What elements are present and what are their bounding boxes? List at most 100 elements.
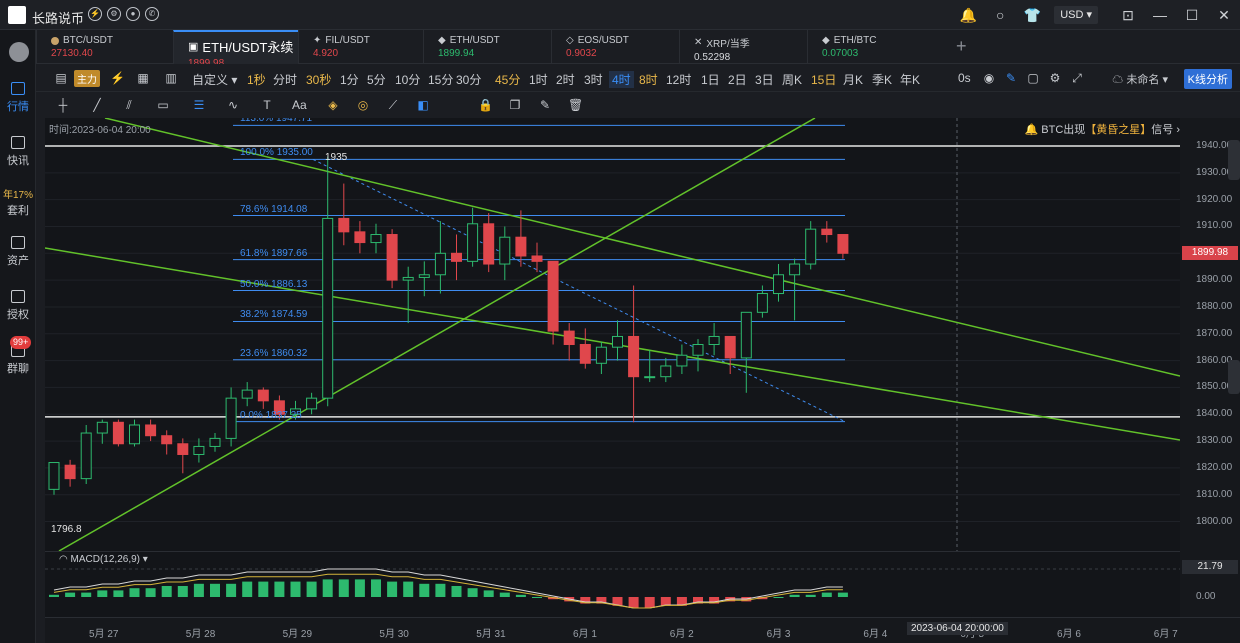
lock-draw-icon[interactable]: ◎: [357, 98, 369, 112]
user-circle-icon[interactable]: ●: [126, 7, 140, 21]
timeframe-button[interactable]: 周K: [782, 73, 803, 87]
layout-icon[interactable]: ▥: [165, 71, 177, 85]
macd-histogram-bar: [354, 579, 365, 597]
tab-eth-usdt-perp[interactable]: ▣ETH/USDT永续 1899.98: [173, 30, 298, 69]
sidebar-item-assets[interactable]: 资产: [0, 236, 36, 268]
candle-body: [290, 408, 301, 415]
time-axis[interactable]: 5月 27 5月 28 5月 29 5月 30 5月 31 6月 1 6月 2 6月 3 6月 …: [45, 617, 1240, 643]
timeframe-button[interactable]: 30秒: [306, 73, 332, 87]
pencil-icon[interactable]: ✎: [1005, 71, 1017, 85]
trendline-icon[interactable]: ╱: [93, 98, 101, 112]
timeframe-button[interactable]: 15日: [811, 73, 837, 87]
timeframe-button[interactable]: 年K: [900, 73, 921, 87]
custom-timeframe-select[interactable]: 自定义 ▾: [192, 73, 238, 87]
tab-xrp-quarter[interactable]: ✕ XRP/当季 0.52298: [679, 30, 804, 64]
font-icon[interactable]: Aa: [292, 98, 307, 112]
timeframe-button[interactable]: 8时: [639, 73, 658, 87]
tab-fil-usdt[interactable]: ✦ FIL/USDT 4.920: [298, 30, 423, 64]
timeframe-button[interactable]: 月K: [843, 73, 864, 87]
timeframe-button[interactable]: 3日: [755, 73, 774, 87]
timeframe-button[interactable]: 2时: [556, 73, 575, 87]
rectangle-icon[interactable]: ▭: [157, 98, 169, 112]
signal-notice[interactable]: 🔔 BTC出现【黄昏之星】信号 ›: [1025, 121, 1181, 137]
settings-circle-icon[interactable]: ⚙: [107, 7, 121, 21]
sidebar-item-chat[interactable]: 99+ 群聊: [0, 336, 36, 376]
tab-eth-usdt[interactable]: ◆ ETH/USDT 1899.94: [423, 30, 548, 64]
currency-select[interactable]: USD ▾: [1054, 6, 1098, 24]
timeframe-button[interactable]: 45分: [495, 73, 521, 87]
sidebar-item-auth[interactable]: 授权: [0, 290, 36, 322]
wave-icon[interactable]: ∿: [227, 98, 239, 112]
macd-label[interactable]: ◠ MACD(12,26,9) ▾: [59, 554, 148, 565]
draw-mode-icon[interactable]: ◧: [417, 98, 429, 112]
settings-icon[interactable]: ⚙: [1049, 71, 1061, 85]
horizontal-lines-icon[interactable]: ☰: [193, 98, 205, 112]
sidebar-item-market[interactable]: 行情: [0, 82, 36, 114]
ruler-icon[interactable]: ⟋: [388, 98, 398, 112]
crosshair-icon[interactable]: ┼: [58, 98, 68, 112]
candle-body: [579, 344, 591, 364]
timeframe-button[interactable]: 季K: [872, 73, 893, 87]
timeframe-button[interactable]: 1分: [340, 73, 359, 87]
macd-histogram-bar: [258, 581, 269, 597]
price-tick-label: 1920.00: [1196, 193, 1233, 205]
eth-coin-icon: ▣: [188, 41, 199, 53]
timeframe-button[interactable]: 10分: [395, 73, 421, 87]
search-icon[interactable]: ○: [995, 7, 1005, 23]
sidebar-logo: [9, 42, 29, 62]
timeframe-button[interactable]: 1秒: [247, 73, 266, 87]
phone-icon[interactable]: ✆: [145, 7, 159, 21]
close-icon[interactable]: ✕: [1218, 6, 1230, 23]
indicator-icon[interactable]: ▤: [55, 71, 67, 85]
candle-body: [499, 236, 511, 265]
parallel-channel-icon[interactable]: ⫽: [126, 98, 132, 112]
timeframe-button[interactable]: 2日: [728, 73, 747, 87]
layout-name-select[interactable]: ☁ 未命名 ▾: [1112, 74, 1168, 86]
candle-body: [837, 234, 849, 254]
sidebar-item-news[interactable]: 快讯: [0, 136, 36, 168]
sidebar-item-arbitrage[interactable]: 年17% 套利: [0, 186, 36, 221]
scroll-handle[interactable]: [1228, 360, 1240, 394]
camera-icon[interactable]: ◉: [983, 71, 995, 85]
timeframe-button[interactable]: 1时: [529, 73, 548, 87]
magnet-icon[interactable]: ◈: [328, 98, 338, 112]
lock-icon[interactable]: 🔒: [478, 98, 493, 112]
collapse-icon[interactable]: ⊡: [1122, 6, 1134, 23]
tab-eth-btc[interactable]: ◆ ETH/BTC 0.07003: [807, 30, 932, 64]
main-indicator-button[interactable]: 主力: [74, 70, 100, 87]
kline-analysis-button[interactable]: K线分析: [1183, 69, 1232, 89]
shirt-icon[interactable]: 👕: [1023, 6, 1041, 23]
add-tab-button[interactable]: +: [956, 36, 967, 56]
timeframe-button[interactable]: 3时: [584, 73, 603, 87]
macd-panel[interactable]: ◠ MACD(12,26,9) ▾: [45, 551, 1180, 617]
timeframe-button[interactable]: 30分: [456, 73, 482, 87]
timeframe-button[interactable]: 15分: [428, 73, 454, 87]
copy-icon[interactable]: ❐: [509, 98, 521, 112]
flash-icon[interactable]: ⚡: [88, 7, 102, 21]
tab-eos-usdt[interactable]: ◇ EOS/USDT 0.9032: [551, 30, 676, 64]
timeframe-button[interactable]: 12时: [666, 73, 692, 87]
minimize-icon[interactable]: —: [1153, 7, 1167, 23]
calendar-icon[interactable]: ▦: [137, 71, 149, 85]
price-axis[interactable]: 1940.001930.001920.001910.001900.001890.…: [1180, 118, 1240, 617]
tab-name: FIL/USDT: [325, 35, 370, 46]
market-icon: [11, 82, 25, 95]
flash-icon[interactable]: ⚡: [110, 71, 125, 85]
chevron-right-icon: ›: [1176, 124, 1180, 136]
delete-icon[interactable]: 🗑: [568, 98, 584, 112]
fullscreen-icon[interactable]: ⤢: [1072, 71, 1082, 85]
price-plot[interactable]: [45, 118, 1180, 551]
zero-s-button[interactable]: 0s: [958, 71, 971, 85]
bell-icon[interactable]: 🔔: [959, 6, 977, 23]
scroll-handle[interactable]: [1228, 140, 1240, 180]
edit-icon[interactable]: ✎: [539, 98, 551, 112]
timeframe-button[interactable]: 5分: [367, 73, 386, 87]
timeframe-button[interactable]: 4时: [609, 71, 634, 88]
candlestick-chart[interactable]: 时间:2023-06-04 20:00 🔔 BTC出现【黄昏之星】信号 › 11…: [45, 118, 1180, 551]
text-tool-icon[interactable]: T: [263, 98, 271, 112]
timeframe-button[interactable]: 1日: [701, 73, 720, 87]
comment-icon[interactable]: ▢: [1027, 71, 1039, 85]
maximize-icon[interactable]: ☐: [1185, 6, 1199, 23]
tab-btc-usdt[interactable]: BTC/USDT 27130.40: [36, 30, 161, 64]
timeframe-button[interactable]: 分时: [273, 73, 298, 87]
